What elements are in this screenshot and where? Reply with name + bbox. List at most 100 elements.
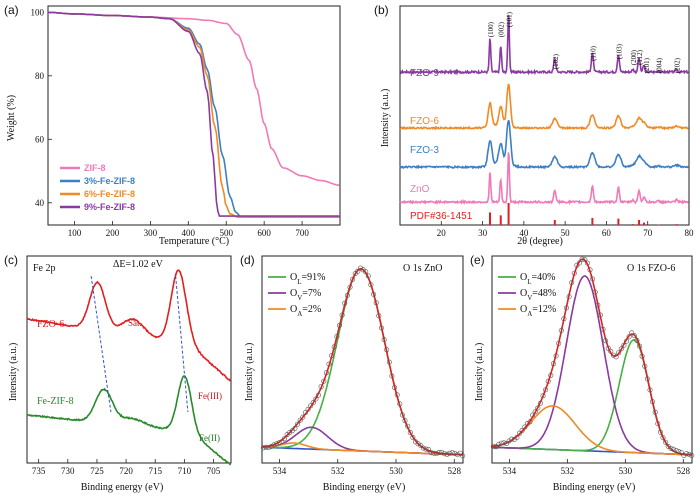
panel-d-data-point <box>336 322 342 328</box>
panel-e-x-tick-label: 528 <box>677 466 691 476</box>
panel-b-x-tick-label: 80 <box>685 228 695 238</box>
panel-d-data-point <box>323 370 329 376</box>
panel-a-legend-label: 3%-Fe-ZIF-8 <box>84 176 135 186</box>
panel-b-ylabel: Intensity (a.u.) <box>380 89 391 148</box>
panel-d-data-point <box>402 418 408 424</box>
panel-e-data-point <box>537 400 543 406</box>
panel-e-data-point <box>608 348 614 354</box>
panel-d-data-point <box>342 300 348 306</box>
panel-d-data-point <box>441 451 447 457</box>
panel-b-reflection-label: (103) <box>615 43 623 59</box>
panel-e-data-point <box>519 427 525 433</box>
panel-d-data-point <box>339 312 345 318</box>
panel-e-data-point <box>676 448 682 454</box>
panel-d-data-point <box>412 439 418 445</box>
panel-b-reflection-label: (102) <box>552 53 560 69</box>
panel-e-data-point <box>530 412 536 418</box>
panel-c-x-tick-label: 735 <box>32 466 46 476</box>
panel-e-data-point <box>647 387 653 393</box>
panel-e-x-tick-label: 532 <box>561 466 575 476</box>
panel-d-data-point <box>318 384 324 390</box>
panel-e-data-point <box>563 305 569 311</box>
panel-d-data-point <box>423 446 429 452</box>
panel-a: (a) Weight (%) Temperature (°C) 100 200 30… <box>4 3 341 247</box>
panel-d-data-point <box>344 292 350 298</box>
panel-e-xlabel: Binding energy (eV) <box>553 482 636 493</box>
panel-a-x-tick-label: 100 <box>68 228 82 238</box>
panel-c-fe2-label: Fe(II) <box>199 433 220 443</box>
panel-e-data-point <box>545 378 551 384</box>
panel-d-data-point <box>326 361 332 367</box>
panel-e-legend: OL=40% OV=48% OA=12% <box>498 272 556 318</box>
panel-e: (e) Intensity (a.u.) Binding energy (eV)… <box>470 253 695 493</box>
panel-d-data-point <box>281 436 287 442</box>
panel-a-x-tick-label: 200 <box>106 228 120 238</box>
panel-d-data-point <box>444 451 450 457</box>
panel-d-data-point <box>381 337 387 343</box>
panel-d-data-point <box>426 447 432 453</box>
panel-c-x-tick-label: 720 <box>119 466 133 476</box>
panel-b: (b) Intensity (a.u.) 2θ (degree) 20 30 40 5… <box>374 3 694 247</box>
panel-d-data-point <box>355 268 361 274</box>
panel-c-x-tick-label: 730 <box>61 466 75 476</box>
panel-d-data-point <box>371 291 377 297</box>
panel-label-b: (b) <box>374 3 389 17</box>
panel-e-data-point <box>618 346 624 352</box>
panel-b-reflection-label: (202) <box>674 57 682 73</box>
panel-e-data-point <box>655 421 661 427</box>
panel-a-ylabel: Weight (%) <box>6 95 17 141</box>
panel-d-legend-subscript: A <box>297 310 302 318</box>
panel-d-legend-subscript: L <box>297 278 301 286</box>
panel-e-data-point <box>644 376 650 382</box>
panel-d-ticks: 534 532 530 528 <box>273 459 462 476</box>
panel-e-data-point <box>600 326 606 332</box>
panel-d-data-point <box>368 282 374 288</box>
panel-e-curves <box>490 256 695 458</box>
panel-d-data-point <box>331 344 337 350</box>
panel-d-data-point <box>363 269 369 275</box>
panel-e-data-point <box>663 439 669 445</box>
panel-b-reflection-label: (101) <box>506 11 514 27</box>
panel-b-reflection-label: (201) <box>643 57 651 73</box>
panel-e-data-point <box>683 451 689 457</box>
panel-d-legend-label: OL=91% <box>290 272 326 286</box>
panel-c-dashed-guide <box>90 275 112 413</box>
panel-c-delta-e: ΔE=1.02 eV <box>113 259 164 270</box>
panel-d-data-point <box>297 417 303 423</box>
panel-b-reflection-label: (112) <box>636 49 644 65</box>
panel-c-ticks: 735 730 725 720 715 710 705 <box>32 459 221 476</box>
panel-d-data-point <box>300 414 306 420</box>
panel-d-x-tick-label: 530 <box>389 466 403 476</box>
panel-d-data-point <box>457 450 463 456</box>
panel-a-legend: ZIF-8 3%-Fe-ZIF-8 6%-Fe-ZIF-8 9%-Fe-ZIF-8 <box>60 163 135 212</box>
panel-d-data-point <box>454 452 460 458</box>
panel-e-data-point <box>634 337 640 343</box>
panel-e-data-point <box>621 342 627 348</box>
panel-d-data-point <box>276 440 282 446</box>
panel-c-series-fezif8: Fe-ZIF-8 <box>37 396 74 407</box>
panel-e-x-tick-label: 534 <box>503 466 517 476</box>
panel-a-x-tick-label: 500 <box>219 228 233 238</box>
panel-e-ticks: 534 532 530 528 <box>503 459 691 476</box>
panel-b-pattern-line <box>399 14 690 76</box>
panel-a-x-tick-label: 400 <box>182 228 196 238</box>
panel-c-fzo6-line <box>26 269 231 382</box>
panel-e-data-point <box>543 387 549 393</box>
panel-d-data-point <box>274 441 280 447</box>
panel-d-data-point <box>376 313 382 319</box>
panel-e-data-point <box>496 441 502 447</box>
panel-b-series-label: FZO-9 <box>410 68 439 79</box>
panel-a-series-line <box>47 11 340 217</box>
panel-e-data-point <box>548 372 554 378</box>
panel-d-data-point <box>287 429 293 435</box>
panel-d-data-point <box>378 325 384 331</box>
panel-d-data-point <box>294 421 300 427</box>
panel-a-frame <box>47 5 341 226</box>
panel-b-pattern-line <box>399 152 689 206</box>
panel-e-data-point <box>689 452 695 458</box>
panel-e-data-point <box>558 327 564 333</box>
panel-d-data-point <box>310 400 316 406</box>
panel-d-x-tick-label: 528 <box>448 466 462 476</box>
panel-d-x-tick-label: 534 <box>273 466 287 476</box>
panel-c-fezif8-line <box>26 375 232 466</box>
